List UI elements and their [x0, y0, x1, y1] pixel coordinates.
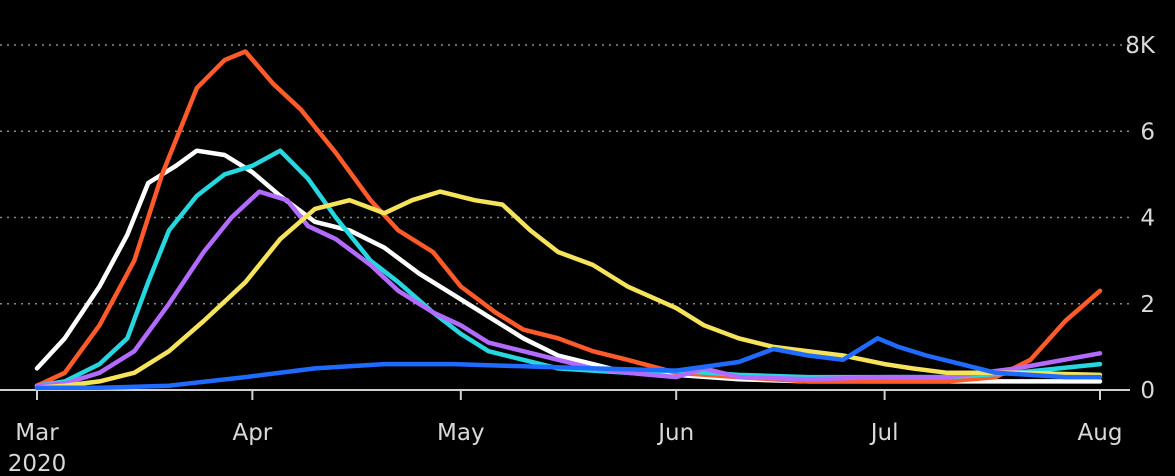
x-tick-label: Jun	[656, 420, 694, 446]
tick-labels: 0 2 4 6 8K Mar 2020 Apr May Jun Jul Aug	[8, 33, 1156, 476]
x-axis	[0, 389, 1130, 400]
grid-lines	[0, 44, 1130, 305]
y-tick-label: 2	[1140, 292, 1155, 318]
series-lines	[34, 49, 1103, 391]
x-tick-label: Apr	[232, 420, 272, 446]
x-tick-label: Aug	[1078, 420, 1123, 446]
series-line-2	[34, 148, 1103, 388]
x-tick-label: May	[437, 420, 485, 446]
series-line-1	[34, 49, 1103, 388]
series-line-5	[34, 336, 1103, 391]
y-tick-label: 8K	[1125, 33, 1156, 59]
x-tick-sublabel: 2020	[8, 451, 67, 476]
y-tick-label: 0	[1140, 378, 1155, 404]
x-tick-label: Jul	[869, 420, 899, 446]
x-tick-label: Mar	[15, 420, 59, 446]
y-tick-label: 4	[1140, 206, 1155, 232]
series-line-3	[34, 189, 1103, 388]
y-tick-label: 6	[1140, 119, 1155, 145]
